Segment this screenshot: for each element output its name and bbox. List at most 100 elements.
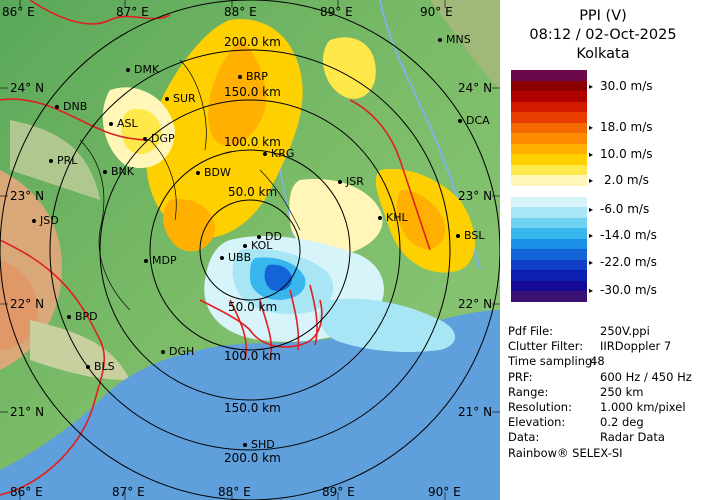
legend-label: 30.0 m/s (600, 79, 653, 93)
legend-label: -6.0 m/s (600, 202, 650, 216)
city-label: KRG (271, 147, 294, 160)
range-label-south: 100.0 km (224, 349, 281, 363)
legend-label: -22.0 m/s (600, 255, 657, 269)
colour-scale-swatch (511, 228, 587, 240)
meta-row: Resolution: 1.000 km/pixel (508, 400, 704, 414)
district-borders (79, 59, 301, 311)
meta-value: 250 km (600, 385, 644, 399)
lon-label-bottom: 88° E (218, 485, 251, 499)
info-panel: PPI (V) 08:12 / 02-Oct-2025 Kolkata ▸ 30… (500, 0, 706, 500)
legend-tick-icon: ▸ (589, 205, 594, 214)
city-label: BNK (111, 165, 135, 178)
colour-scale-swatch (511, 70, 587, 82)
meta-value: 1.000 km/pixel (600, 400, 686, 414)
coastline (0, 0, 431, 496)
meta-key: Range: (508, 385, 549, 399)
meta-row: PRF: 600 Hz / 450 Hz (508, 370, 704, 384)
colour-scale-swatch (511, 186, 587, 198)
colour-scale-swatch (511, 154, 587, 166)
meta-row: Pdf File: 250V.ppi (508, 324, 704, 338)
terrain-northeast (430, 0, 500, 90)
colour-scale-swatch (511, 133, 587, 145)
city-label: ASL (117, 117, 139, 130)
lon-label-bottom: 87° E (112, 485, 145, 499)
city-label: JSD (39, 214, 59, 227)
meta-row: Data: Radar Data (508, 430, 704, 444)
meta-key: Resolution: (508, 400, 572, 414)
colour-scale-swatch (511, 238, 587, 250)
meta-key: PRF: (508, 370, 533, 384)
colour-scale-swatch (511, 249, 587, 261)
lat-label-right: 24° N (458, 81, 492, 95)
colour-scale-swatch (511, 259, 587, 271)
lon-label-top: 86° E (2, 5, 35, 19)
city-label: BRP (246, 70, 268, 83)
lon-label-bottom: 86° E (10, 485, 43, 499)
city-label: PRL (57, 154, 78, 167)
city-label: UBB (228, 251, 251, 264)
colour-scale-swatch (511, 80, 587, 92)
lat-label-left: 24° N (10, 81, 44, 95)
legend-tick-icon: ▸ (589, 123, 594, 132)
lon-label-top: 90° E (420, 5, 453, 19)
terrain-west-2 (0, 260, 39, 350)
range-label: 200.0 km (224, 35, 281, 49)
range-label-south: 200.0 km (224, 451, 281, 465)
lat-label-left: 22° N (10, 297, 44, 311)
meta-row: Time sampling: 48 (508, 354, 704, 368)
city-label: MNS (446, 33, 471, 46)
meta-value: Radar Data (600, 430, 665, 444)
meta-key: Elevation: (508, 415, 566, 429)
range-label-south: 150.0 km (224, 401, 281, 415)
city-label: DD (265, 230, 282, 243)
legend-tick-icon: ▸ (589, 176, 594, 185)
legend-label: -30.0 m/s (600, 283, 657, 297)
city-label: DGH (169, 345, 194, 358)
range-label: 50.0 km (228, 185, 277, 199)
meta-value: 0.2 deg (600, 415, 644, 429)
colour-scale-swatch (511, 270, 587, 282)
range-label: 100.0 km (224, 135, 281, 149)
datetime: 08:12 / 02-Oct-2025 (529, 27, 677, 43)
product-title: PPI (V) (579, 8, 627, 24)
meta-value: 600 Hz / 450 Hz (600, 370, 692, 384)
legend-label: 18.0 m/s (600, 120, 653, 134)
range-label: 150.0 km (224, 85, 281, 99)
lon-label-top: 88° E (224, 5, 257, 19)
terrain-mid (10, 120, 100, 200)
city-label: BPD (75, 310, 98, 323)
station-name: Kolkata (576, 46, 630, 62)
range-label-south: 50.0 km (228, 300, 277, 314)
radar-echo-negative (204, 235, 455, 352)
colour-scale-swatch (511, 207, 587, 219)
legend-tick-icon: ▸ (589, 150, 594, 159)
lon-label-bottom: 90° E (428, 485, 461, 499)
city-label: BLS (94, 360, 115, 373)
legend-tick-icon: ▸ (589, 82, 594, 91)
colour-scale-swatch (511, 91, 587, 103)
legend-label: 10.0 m/s (600, 147, 653, 161)
meta-row: Elevation: 0.2 deg (508, 415, 704, 429)
city-label: DCA (466, 114, 490, 127)
colour-scale-swatch (511, 217, 587, 229)
lat-label-right: 22° N (458, 297, 492, 311)
colour-scale-swatch (511, 143, 587, 155)
meta-key: Pdf File: (508, 324, 554, 338)
legend-tick-icon: ▸ (589, 231, 594, 240)
city-label: BSL (464, 229, 485, 242)
meta-row: Clutter Filter: IIRDoppler 7 (508, 339, 704, 353)
city-label: KHL (386, 211, 408, 224)
meta-key: Clutter Filter: (508, 339, 584, 353)
city-label: MDP (152, 254, 177, 267)
city-label: SHD (251, 438, 275, 451)
city-label: DGP (151, 132, 175, 145)
meta-value: 48 (590, 354, 605, 368)
range-rings (0, 0, 500, 500)
colour-scale-swatch (511, 175, 587, 187)
legend-label: 2.0 m/s (604, 173, 649, 187)
city-label: DNB (63, 100, 87, 113)
colour-scale-swatch (511, 112, 587, 124)
colour-scale-swatch (511, 164, 587, 176)
city-label: SUR (173, 92, 196, 105)
meta-value: 250V.ppi (600, 324, 650, 338)
